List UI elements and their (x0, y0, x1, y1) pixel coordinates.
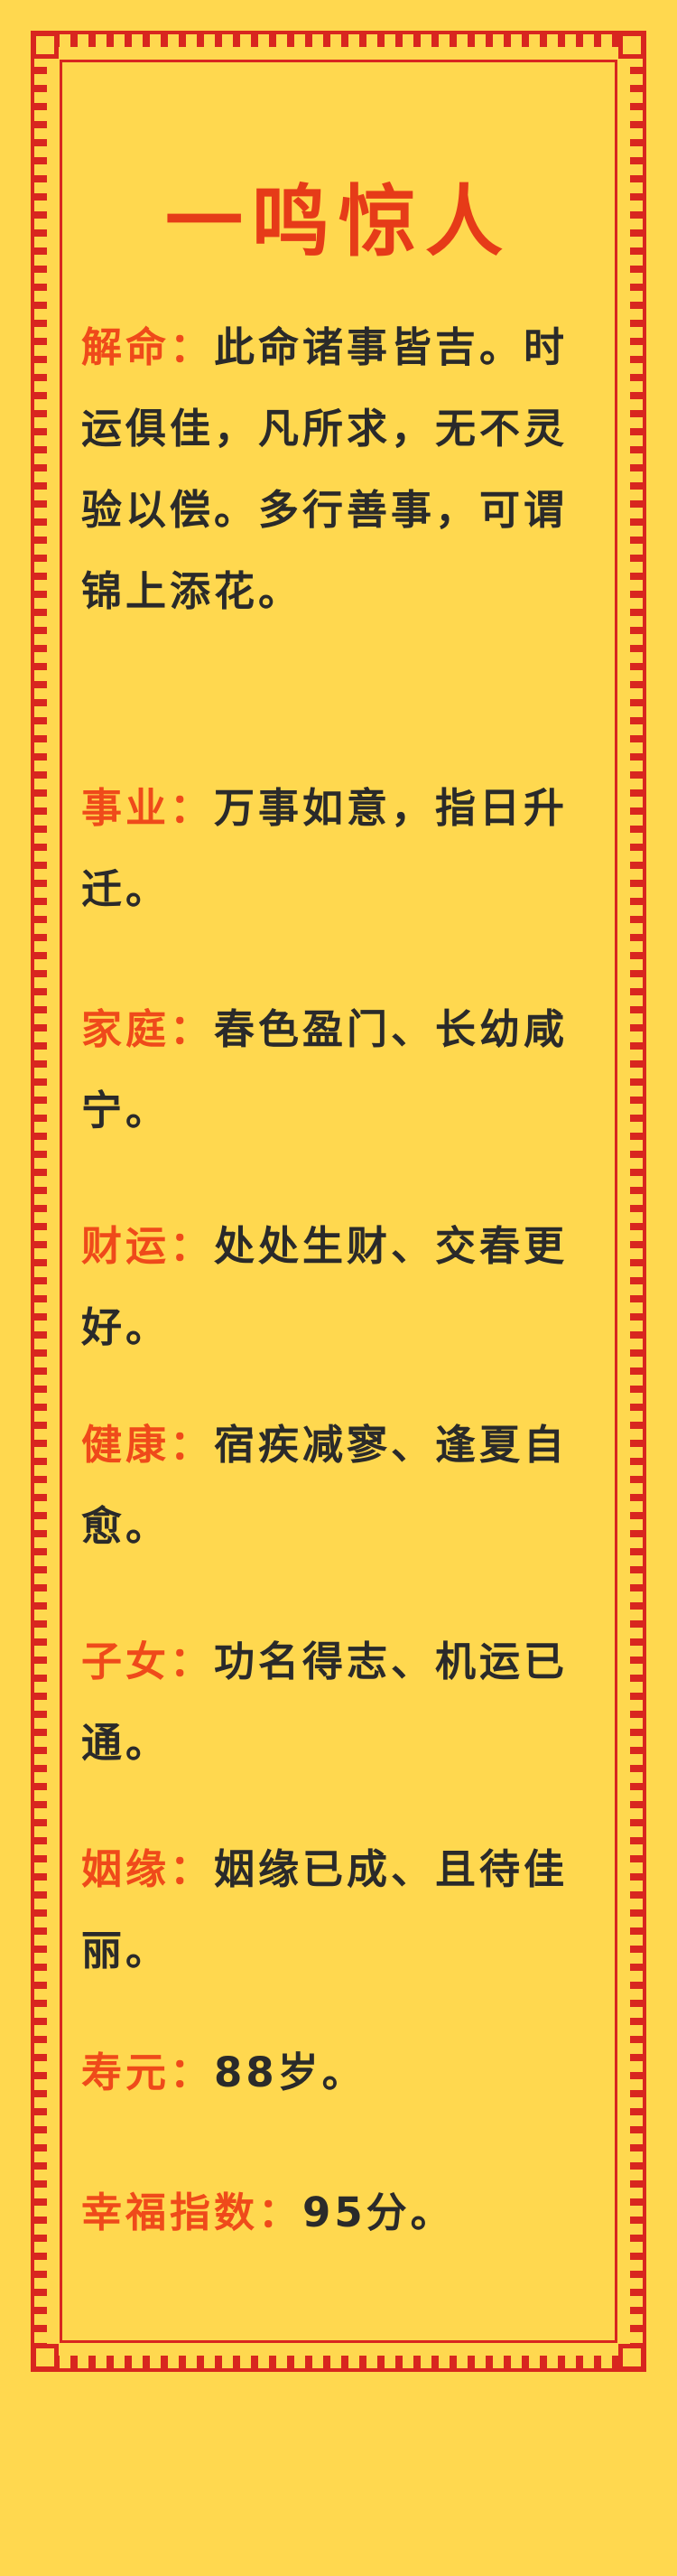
section-label: 子女： (81, 1638, 215, 1685)
section-label: 寿元： (81, 2049, 215, 2096)
section-jieming: 解命：此命诸事皆吉。时运俱佳，凡所求，无不灵验以偿。多行善事，可谓锦上添花。 (81, 307, 596, 632)
section-text: 宿疾减寥、逢夏自愈。 (81, 1421, 569, 1550)
section-marriage: 姻缘：姻缘已成、且待佳丽。 (81, 1829, 596, 1992)
section-label: 幸福指数： (81, 2189, 303, 2236)
section-text: 姻缘已成、且待佳丽。 (81, 1845, 569, 1974)
section-label: 健康： (81, 1421, 215, 1469)
section-text: 功名得志、机运已通。 (81, 1638, 569, 1767)
corner-ornament-icon (32, 32, 59, 59)
section-label: 家庭： (81, 1005, 215, 1053)
section-career: 事业：万事如意，指日升迁。 (81, 768, 596, 930)
inner-border (60, 60, 617, 2343)
corner-ornament-icon (618, 32, 645, 59)
page-title: 一鸣惊人 (165, 176, 512, 267)
section-wealth: 财运：处处生财、交春更好。 (81, 1206, 596, 1368)
corner-ornament-icon (32, 2344, 59, 2371)
section-label: 事业： (81, 784, 215, 832)
corner-ornament-icon (618, 2344, 645, 2371)
section-text: 处处生财、交春更好。 (81, 1222, 569, 1351)
section-family: 家庭：春色盈门、长幼咸宁。 (81, 989, 596, 1152)
section-text: 95分。 (302, 2189, 455, 2236)
section-text: 万事如意，指日升迁。 (81, 784, 569, 913)
section-children: 子女：功名得志、机运已通。 (81, 1621, 596, 1784)
section-label: 解命： (81, 323, 215, 371)
section-text: 春色盈门、长幼咸宁。 (81, 1005, 569, 1134)
section-text: 此命诸事皆吉。时运俱佳，凡所求，无不灵验以偿。多行善事，可谓锦上添花。 (81, 323, 569, 615)
decorative-border-frame (31, 31, 646, 2372)
section-text: 88岁。 (214, 2049, 366, 2096)
section-label: 姻缘： (81, 1845, 215, 1893)
section-label: 财运： (81, 1222, 215, 1270)
section-happiness-index: 幸福指数：95分。 (81, 2172, 596, 2254)
section-health: 健康：宿疾减寥、逢夏自愈。 (81, 1405, 596, 1567)
section-lifespan: 寿元：88岁。 (81, 2032, 596, 2114)
